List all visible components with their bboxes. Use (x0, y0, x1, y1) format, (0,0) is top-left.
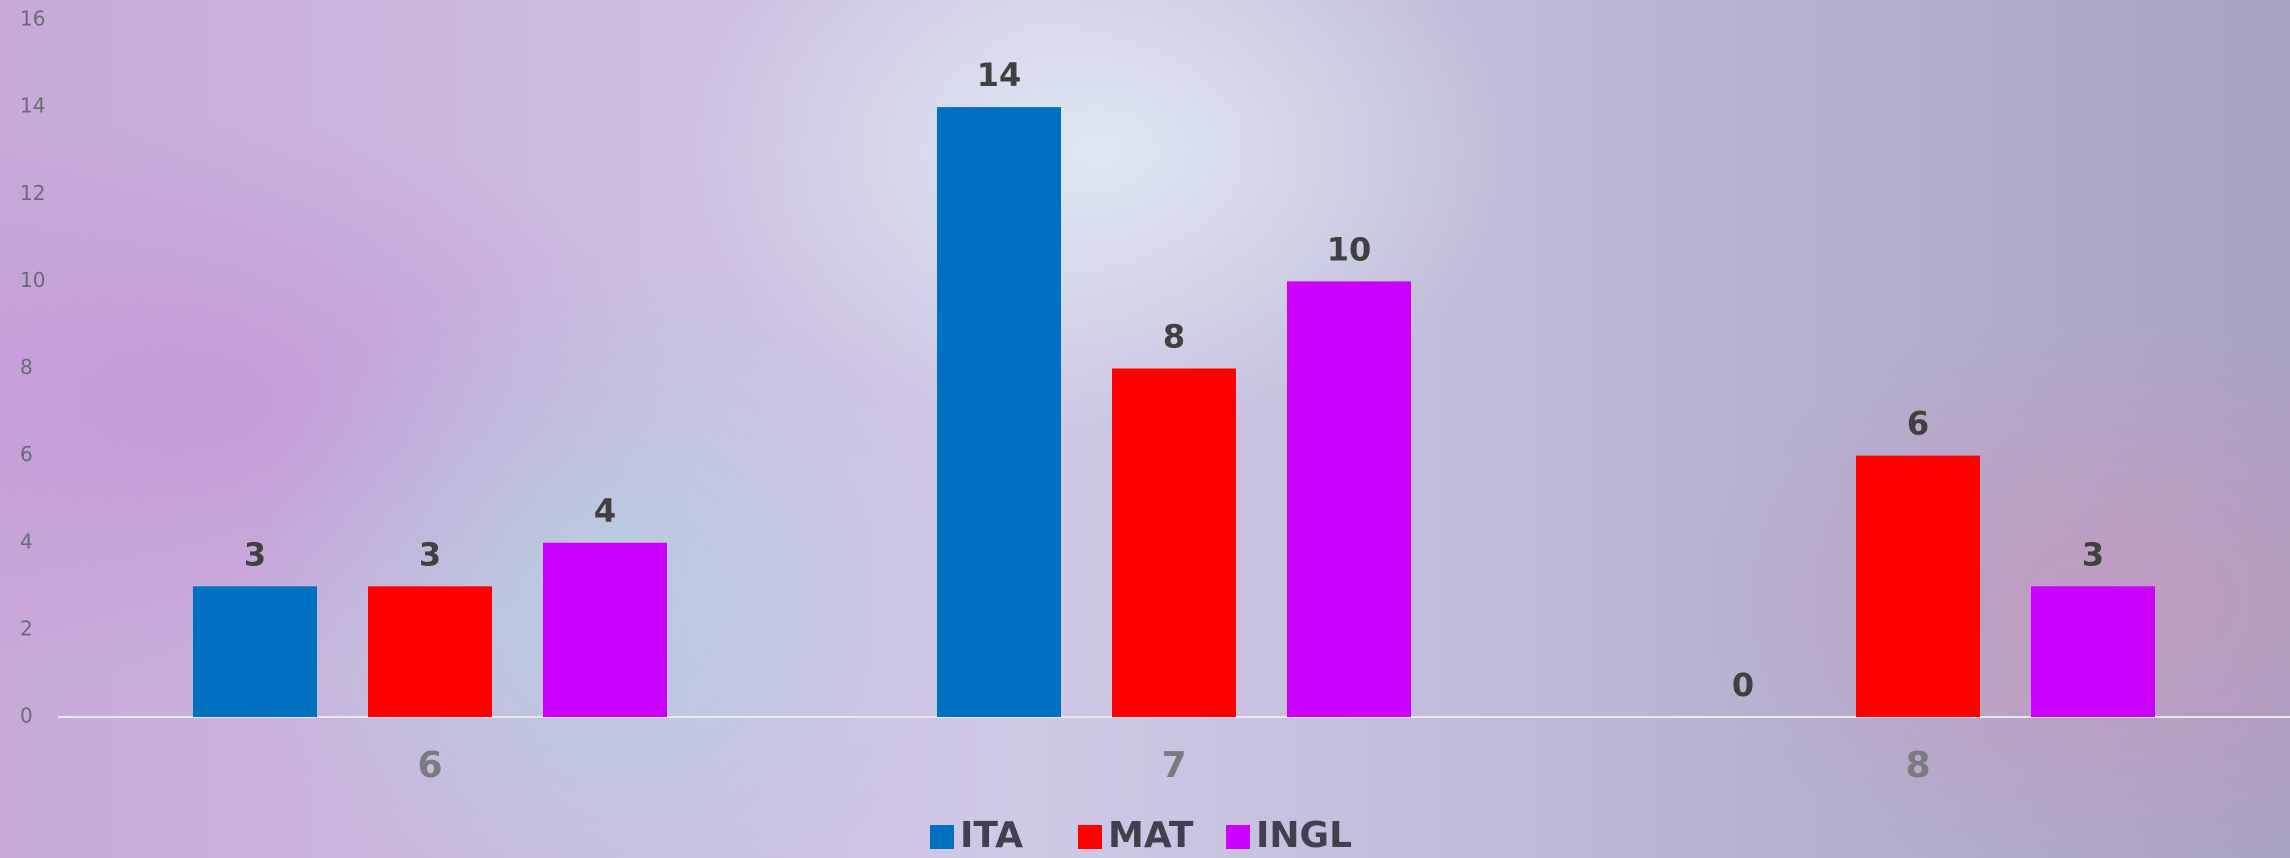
bar (937, 107, 1061, 717)
value-label: 6 (1907, 405, 1929, 443)
value-label: 3 (2082, 535, 2104, 573)
value-label: 0 (1732, 666, 1754, 704)
y-tick-label: 16 (20, 7, 45, 31)
value-label: 4 (594, 492, 616, 530)
legend-swatch (1226, 825, 1250, 849)
x-tick-label: 8 (1905, 745, 1930, 786)
y-tick-label: 4 (20, 529, 33, 553)
bar (368, 586, 492, 717)
legend-label: INGL (1256, 815, 1352, 856)
y-tick-label: 0 (20, 704, 33, 728)
legend-label: ITA (960, 815, 1023, 856)
y-tick-label: 12 (20, 181, 45, 205)
y-tick-label: 10 (20, 268, 45, 292)
legend-swatch (930, 825, 954, 849)
y-tick-label: 8 (20, 355, 33, 379)
value-label: 8 (1163, 318, 1185, 356)
bar (1112, 368, 1236, 717)
value-label: 14 (977, 56, 1022, 94)
value-label: 3 (419, 535, 441, 573)
x-tick-label: 7 (1161, 745, 1186, 786)
bar (1287, 281, 1411, 717)
x-tick-label: 6 (417, 745, 442, 786)
value-label: 10 (1327, 230, 1372, 268)
bar (543, 542, 667, 717)
bar (193, 586, 317, 717)
legend-swatch (1078, 825, 1102, 849)
legend-label: MAT (1108, 815, 1194, 856)
bar (1856, 455, 1980, 717)
value-label: 3 (244, 535, 266, 573)
bar (2031, 586, 2155, 717)
y-tick-label: 2 (20, 616, 33, 640)
y-tick-label: 14 (20, 94, 45, 118)
y-tick-label: 6 (20, 442, 33, 466)
